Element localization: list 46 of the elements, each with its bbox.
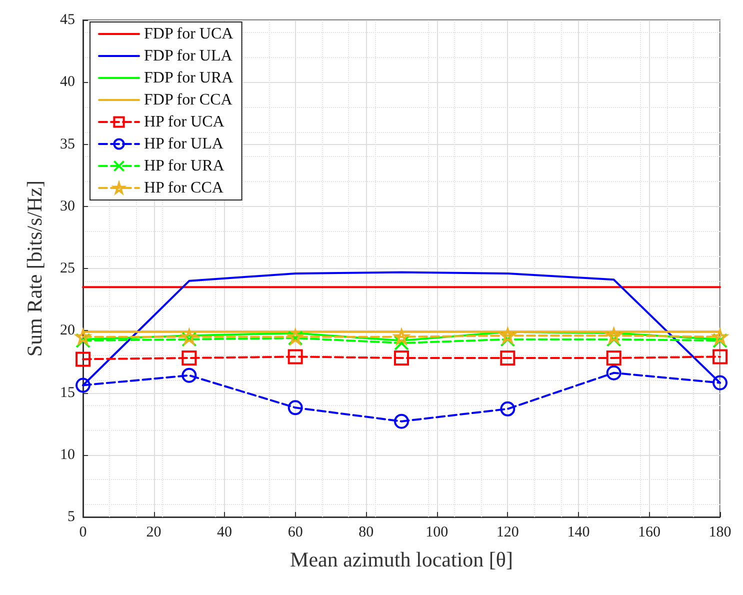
legend-label: FDP for URA (144, 70, 234, 86)
point (394, 414, 409, 429)
point (288, 400, 303, 416)
x-tick-label: 140 (567, 524, 590, 540)
y-tick-label: 10 (60, 446, 75, 463)
point (182, 368, 197, 383)
x-tick-label: 0 (79, 524, 87, 540)
y-tick-label: 40 (60, 74, 75, 90)
y-axis-title: Sum Rate [bits/s/Hz] (22, 180, 46, 357)
y-tick-label: 30 (60, 198, 75, 214)
legend-label: HP for ULA (144, 136, 224, 152)
y-tick-label: 35 (60, 136, 75, 152)
x-tick-label: 120 (496, 524, 519, 540)
legend-label: HP for UCA (144, 114, 225, 130)
y-tick-label: 25 (60, 260, 75, 276)
point (712, 349, 728, 364)
y-tick-label: 20 (60, 322, 75, 339)
x-tick-label: 100 (426, 524, 448, 540)
legend-label: FDP for UCA (144, 26, 234, 42)
x-tick-label: 80 (358, 524, 374, 540)
point (712, 329, 728, 344)
y-tick-label: 45 (60, 12, 75, 28)
point (76, 329, 90, 344)
point (76, 352, 90, 367)
y-tick-label: 5 (68, 509, 75, 525)
x-tick-label: 160 (638, 524, 660, 540)
x-tick-label: 180 (708, 524, 732, 540)
point (182, 350, 197, 366)
point (500, 401, 516, 416)
point (394, 329, 409, 344)
legend-label: HP for CCA (144, 180, 224, 196)
point (606, 350, 622, 366)
point (712, 375, 728, 390)
point (606, 365, 622, 380)
y-tick-label: 15 (60, 384, 75, 401)
point (76, 378, 90, 393)
x-tick-label: 40 (217, 524, 232, 540)
x-tick-label: 60 (288, 524, 303, 540)
legend-label: FDP for ULA (144, 48, 233, 64)
x-axis-title: Mean azimuth location [θ] (290, 548, 513, 572)
point (500, 350, 516, 366)
point (394, 350, 409, 366)
legend-label: HP for URA (144, 158, 225, 174)
point (288, 349, 303, 364)
x-tick-label: 20 (146, 524, 162, 540)
legend-label: FDP for CCA (144, 92, 233, 108)
